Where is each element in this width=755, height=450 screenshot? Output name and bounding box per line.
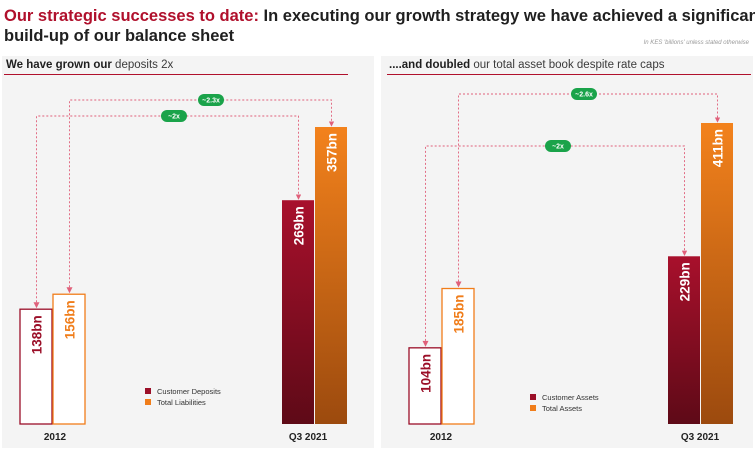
title-text: In executing our growth strategy we have… [263, 7, 755, 25]
multiplier-badge [545, 140, 571, 152]
unit-note: In KES 'billions' unless stated otherwis… [643, 40, 749, 46]
title-accent: Our strategic successes to date: [4, 7, 259, 25]
category-label: 2012 [430, 432, 453, 443]
chart-group-1: 104bn 229bn 185bn 411bn ~2.6x ~2x 2012 Q3 2021 C… [408, 88, 733, 443]
bar [408, 347, 442, 425]
category-label: 2012 [44, 432, 67, 443]
bar-value-label: 229bn [678, 262, 693, 301]
bar-value-label: 138bn [30, 315, 45, 354]
bar-value-label: 104bn [419, 354, 434, 393]
arrow-head-start [66, 287, 73, 294]
legend-swatch [145, 399, 151, 405]
multiplier-label: ~2x [552, 144, 564, 151]
left-chart-heading: We have grown our deposits 2x [6, 58, 173, 72]
chart-group-0: 138bn 269bn 156bn 357bn ~2.3x ~2x 2012 Q3 2021 C… [19, 94, 347, 443]
legend-swatch [530, 405, 536, 411]
growth-arrow [69, 99, 335, 292]
bar [19, 308, 53, 425]
legend-label: Customer Deposits [157, 387, 221, 396]
arrow-head-start [455, 281, 462, 288]
multiplier-label: ~2.6x [575, 92, 593, 99]
bar [315, 127, 347, 424]
right-chart-heading: ....and doubled our total asset book des… [389, 58, 664, 72]
bar [701, 123, 733, 424]
legend-label: Total Liabilities [157, 398, 206, 407]
right-heading-rule [387, 74, 751, 75]
bar-value-label: 185bn [452, 295, 467, 334]
legend-label: Customer Assets [542, 393, 599, 402]
category-label: Q3 2021 [681, 432, 720, 443]
bar-value-label: 357bn [325, 133, 340, 172]
growth-arrow [36, 115, 302, 307]
multiplier-badge [198, 94, 224, 106]
page-title: Our strategic successes to date: In exec… [4, 6, 755, 46]
multiplier-badge [571, 88, 597, 100]
arrow-head-start [422, 340, 429, 347]
left-heading-rule [4, 74, 348, 75]
multiplier-label: ~2.3x [202, 98, 220, 105]
legend-label: Total Assets [542, 404, 582, 413]
arrow-head-start [33, 302, 40, 309]
bar-value-label: 269bn [292, 206, 307, 245]
bar [282, 200, 314, 424]
right-heading-rest: our total asset book despite rate caps [470, 59, 665, 71]
legend-swatch [145, 388, 151, 394]
legend-swatch [530, 394, 536, 400]
bar-value-label: 156bn [63, 300, 78, 339]
bar-value-label: 411bn [711, 129, 726, 167]
left-heading-rest: deposits 2x [111, 59, 174, 71]
category-label: Q3 2021 [289, 432, 328, 443]
bar [441, 287, 475, 425]
bar [668, 256, 700, 424]
right-heading-bold: ....and doubled [389, 59, 471, 71]
bar [52, 293, 86, 425]
multiplier-badge [161, 110, 187, 122]
title-line-2: build-up of our balance sheet [4, 27, 235, 45]
title-line-1: Our strategic successes to date: In exec… [4, 6, 755, 26]
left-heading-bold: We have grown our [6, 59, 112, 71]
multiplier-label: ~2x [168, 114, 180, 121]
